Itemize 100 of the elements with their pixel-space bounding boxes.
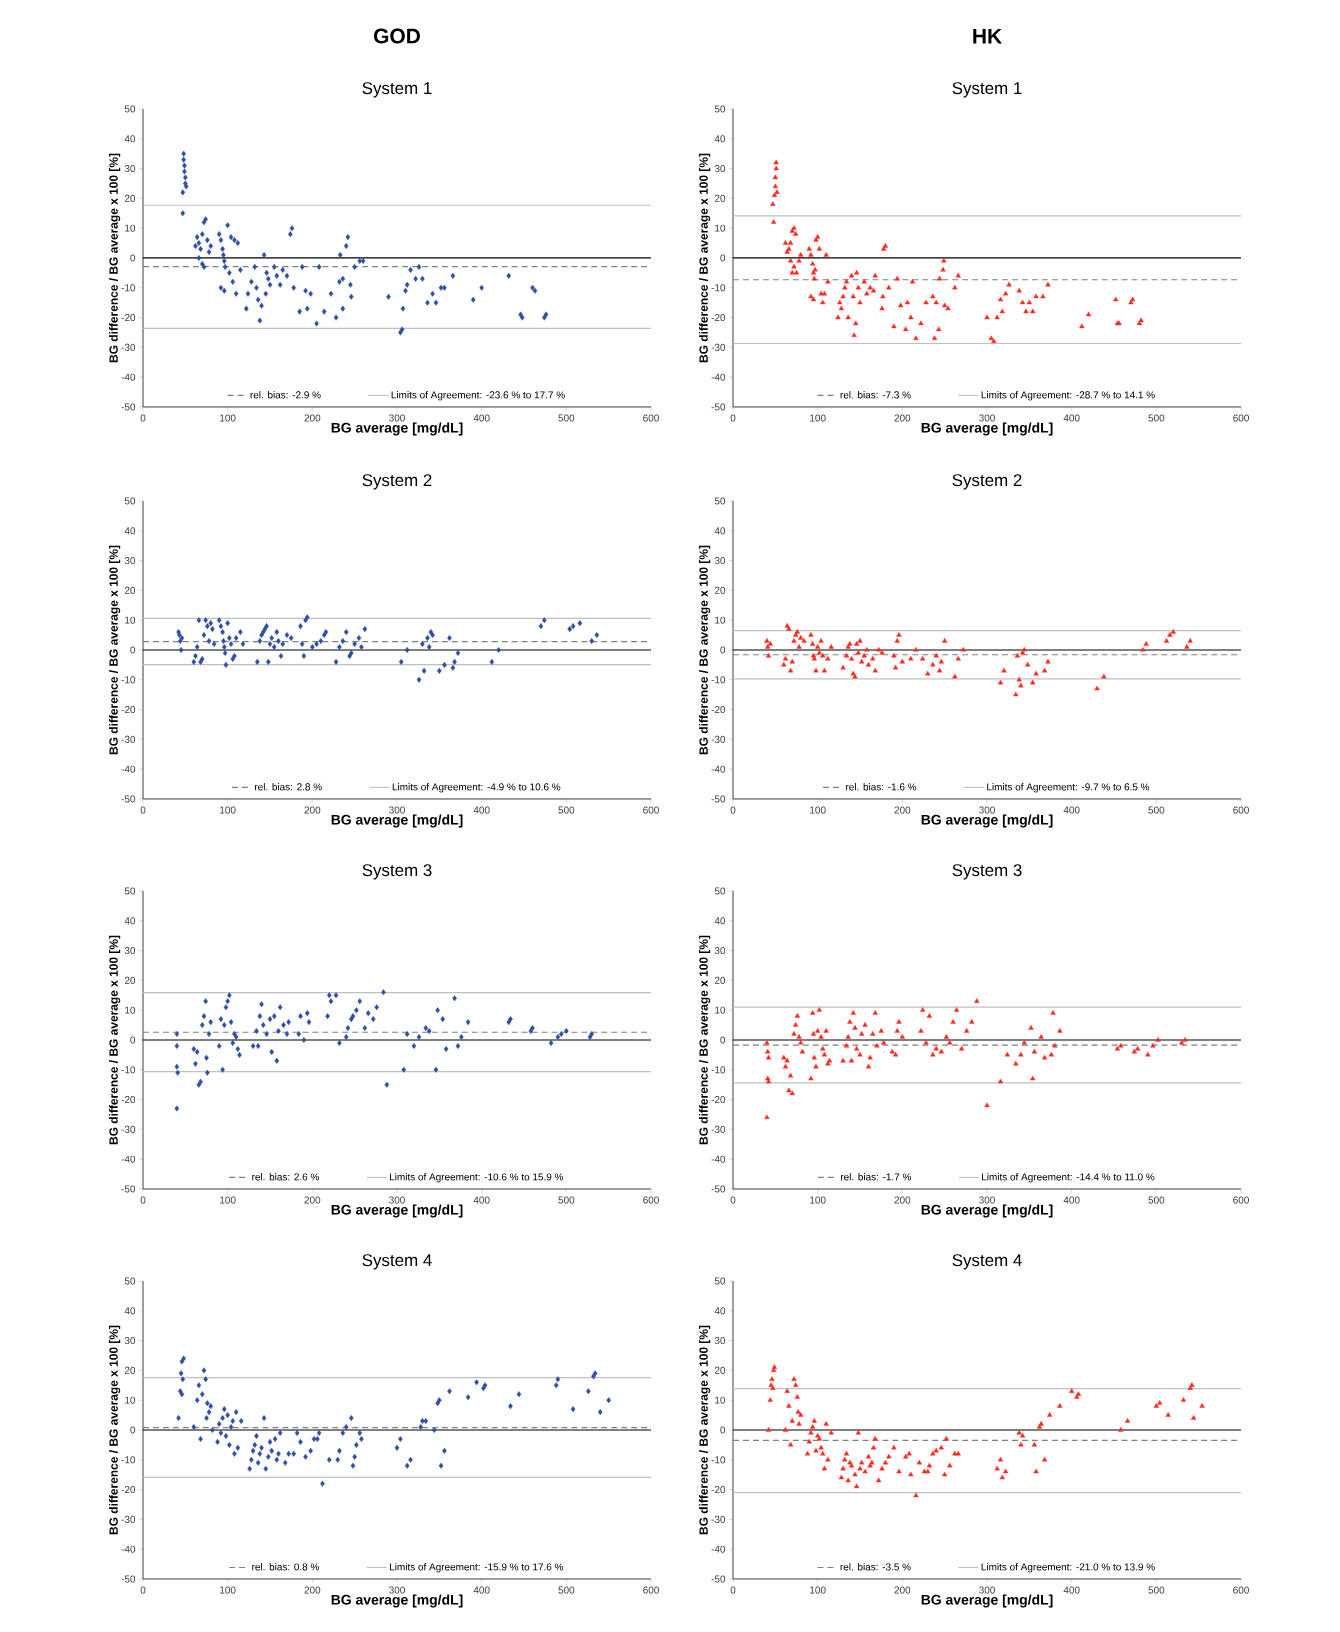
y-tick-label: 40: [714, 1307, 726, 1315]
y-tick-label: 40: [124, 1307, 136, 1315]
chart-title: System 4: [952, 1254, 1022, 1270]
y-tick-label: 20: [124, 586, 136, 594]
y-tick-label: -40: [711, 1545, 726, 1553]
y-tick-label: -20: [121, 314, 136, 322]
x-tick-label: 200: [304, 806, 321, 814]
y-tick-label: -10: [121, 284, 136, 292]
y-tick-label: -10: [121, 676, 136, 684]
legend-label: rel. bias: -1.6 %: [846, 783, 917, 791]
legend-label: Limits of Agreement: -21.0 % to 13.9 %: [981, 1563, 1155, 1573]
x-axis-title: BG average [mg/dL]: [331, 1204, 463, 1218]
y-tick-label: -30: [121, 343, 136, 351]
y-tick-label: 40: [124, 135, 136, 143]
legend-label: rel. bias: 2.6 %: [252, 1173, 319, 1181]
x-tick-label: 100: [220, 1196, 236, 1204]
text: HK: [973, 29, 1002, 44]
x-tick-label: 600: [643, 806, 659, 814]
y-tick-label: 10: [125, 224, 136, 232]
legend-label: rel. bias: -7.3 %: [840, 391, 911, 399]
y-axis-title: BG difference / BG average x 100 [%]: [109, 1325, 121, 1535]
y-tick-label: 50: [714, 887, 726, 895]
y-tick-label: -40: [711, 765, 726, 773]
y-tick-label: 20: [714, 194, 726, 202]
y-tick-label: -20: [121, 1096, 136, 1104]
chart-title: System 3: [952, 864, 1022, 880]
x-tick-label: 400: [473, 414, 490, 422]
y-tick-label: -50: [711, 1185, 726, 1193]
y-tick-label: 50: [124, 105, 136, 113]
x-tick-label: 600: [1233, 414, 1249, 422]
x-tick-label: 300: [979, 1586, 995, 1594]
y-tick-label: 50: [124, 1277, 136, 1285]
y-axis-title: BG difference / BG average x 100 [%]: [109, 545, 121, 755]
x-tick-label: 400: [1063, 414, 1080, 422]
y-tick-label: 0: [130, 254, 136, 262]
y-tick-label: -40: [121, 1155, 136, 1163]
x-tick-label: 300: [389, 1586, 405, 1594]
legend-label: Limits of Agreement: -14.4 % to 11.0 %: [982, 1173, 1155, 1183]
chart-title: System 1: [362, 82, 432, 98]
x-tick-label: 400: [1063, 806, 1080, 814]
x-tick-label: 500: [1148, 1586, 1165, 1594]
x-tick-label: 500: [1148, 414, 1165, 422]
x-tick-label: 500: [558, 414, 575, 422]
y-tick-label: 0: [720, 1426, 726, 1434]
y-tick-label: -30: [711, 735, 726, 743]
y-tick-label: -30: [121, 1515, 136, 1523]
y-tick-label: 0: [130, 646, 136, 654]
y-tick-label: 30: [124, 947, 136, 955]
x-tick-label: 200: [304, 414, 321, 422]
legend-label: rel. bias: 2.8 %: [255, 783, 322, 791]
legend-label: Limits of Agreement: -28.7 % to 14.1 %: [981, 391, 1155, 401]
legend-label: Limits of Agreement: -10.6 % to 15.9 %: [390, 1173, 564, 1183]
y-tick-label: -10: [711, 676, 726, 684]
y-tick-label: -30: [711, 1125, 726, 1133]
y-tick-label: -40: [121, 373, 136, 381]
y-tick-label: -20: [711, 1486, 726, 1494]
x-tick-label: 500: [1148, 1196, 1165, 1204]
x-tick-label: 400: [473, 806, 490, 814]
y-tick-label: -10: [711, 1456, 726, 1464]
y-tick-label: 20: [124, 194, 136, 202]
y-tick-label: 50: [714, 105, 726, 113]
y-tick-label: 40: [124, 917, 136, 925]
x-tick-label: 300: [389, 806, 405, 814]
y-tick-label: -20: [121, 1486, 136, 1494]
legend-label: rel. bias: -3.5 %: [840, 1563, 911, 1571]
y-tick-label: -20: [711, 1096, 726, 1104]
y-tick-label: 30: [714, 947, 726, 955]
y-tick-label: 50: [714, 497, 726, 505]
y-tick-label: 50: [124, 497, 136, 505]
x-axis-title: BG average [mg/dL]: [331, 814, 463, 828]
y-tick-label: -20: [121, 706, 136, 714]
y-tick-label: 10: [715, 224, 726, 232]
y-tick-label: 20: [714, 586, 726, 594]
y-tick-label: 0: [720, 646, 726, 654]
y-tick-label: 40: [124, 527, 136, 535]
x-tick-label: 600: [1233, 806, 1249, 814]
y-tick-label: -40: [121, 1545, 136, 1553]
y-axis-title: BG difference / BG average x 100 [%]: [109, 153, 121, 363]
x-tick-label: 0: [140, 1196, 146, 1204]
x-tick-label: 400: [1063, 1196, 1080, 1204]
y-tick-label: -30: [711, 1515, 726, 1523]
legend-label: rel. bias: -2.9 %: [250, 391, 321, 399]
x-axis-title: BG average [mg/dL]: [921, 1594, 1053, 1608]
x-tick-label: 0: [730, 1196, 736, 1204]
x-tick-label: 400: [473, 1196, 490, 1204]
y-tick-label: -10: [121, 1456, 136, 1464]
x-tick-label: 0: [730, 414, 736, 422]
y-tick-label: 10: [125, 1006, 136, 1014]
y-tick-label: 20: [714, 976, 726, 984]
legend-label: Limits of Agreement: -15.9 % to 17.6 %: [390, 1563, 564, 1573]
x-tick-label: 400: [473, 1586, 490, 1594]
x-tick-label: 100: [220, 414, 236, 422]
y-tick-label: 10: [715, 616, 726, 624]
x-tick-label: 100: [220, 806, 236, 814]
y-tick-label: -50: [711, 1575, 726, 1583]
x-tick-label: 500: [558, 1196, 575, 1204]
y-tick-label: 30: [714, 165, 726, 173]
legend-label: rel. bias: 0.8 %: [252, 1563, 319, 1571]
y-tick-label: -40: [121, 765, 136, 773]
y-tick-label: 20: [124, 976, 136, 984]
